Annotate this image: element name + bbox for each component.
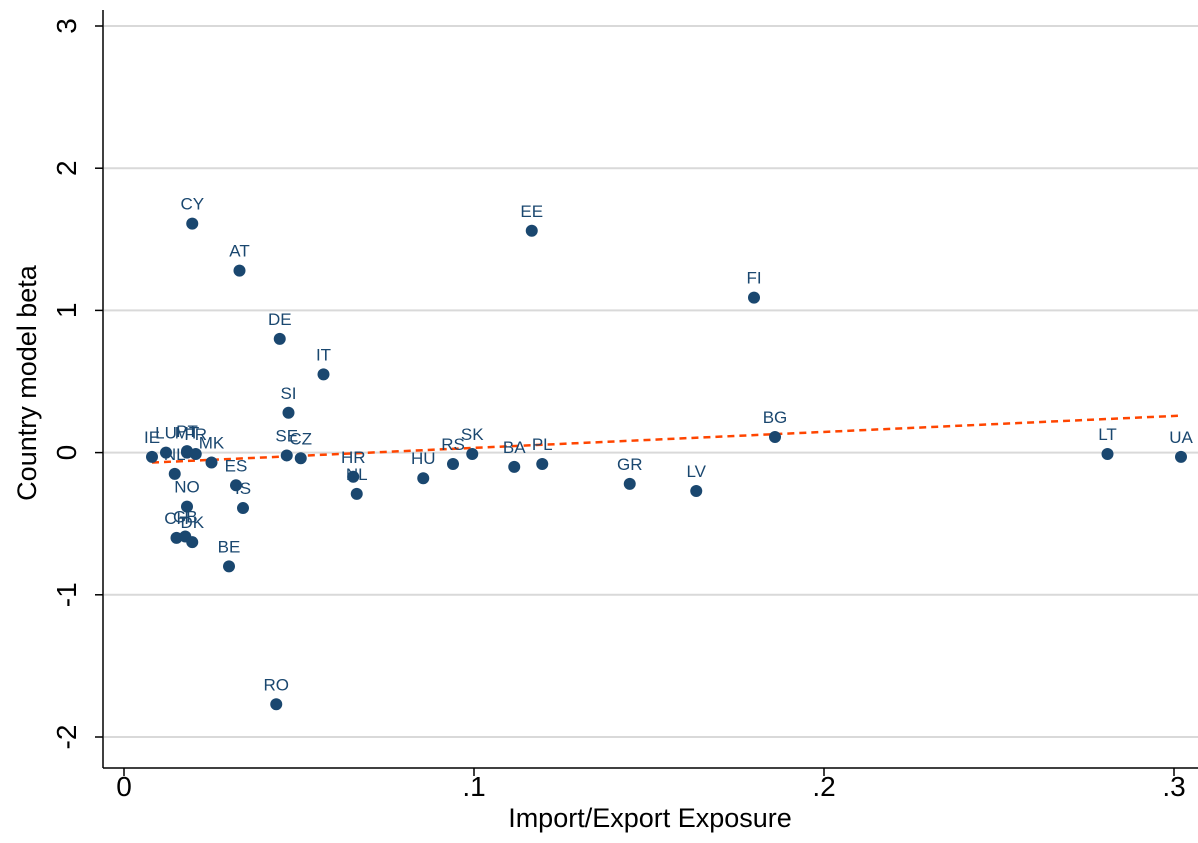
data-point [146,450,158,463]
data-point-label: FR [184,425,207,444]
data-point-label: PL [532,435,553,454]
data-point [186,217,199,230]
data-point [347,470,360,483]
data-point-label: DK [180,513,204,532]
data-point [466,448,479,461]
data-point [1101,448,1114,461]
data-point-label: CZ [289,429,312,448]
data-point-label: HU [411,449,436,468]
data-point [1175,450,1187,463]
data-point-label: IT [316,345,331,364]
data-point-label: GR [617,455,643,474]
data-point-label: CH [164,509,189,528]
data-point [417,472,430,485]
data-point [270,698,283,711]
data-point [748,291,760,304]
data-point [623,477,636,490]
data-point-label: BE [218,537,241,556]
data-point [280,449,293,462]
fit-line-layer [151,414,1182,464]
data-point-label: LU [155,424,177,443]
y-tick-label: 0 [51,445,82,461]
x-tick-label: .3 [1162,771,1185,802]
axes: -2 -1 0 1 2 3 0 .1 .2 .3 [51,10,1198,802]
data-point-label: LV [686,462,706,481]
data-point-label: ES [225,456,248,475]
data-point-label: EE [520,202,543,221]
data-point [350,487,363,500]
data-point [282,406,295,419]
data-point [181,500,193,513]
data-point-label: BA [503,438,526,457]
fit-line [151,414,1182,464]
data-point-label: GB [173,507,198,526]
data-point-label: RO [264,675,290,694]
x-tick-label: .1 [462,771,485,802]
data-point-label: MT [175,424,200,443]
data-point-label: DE [268,310,292,329]
y-tick-label: -1 [51,582,82,607]
data-point-label: AT [229,242,249,261]
data-point-label: NL [164,445,186,464]
y-tick-label: 1 [51,303,82,319]
data-point-label: SI [280,384,296,403]
data-point [447,457,459,470]
data-point [237,502,249,515]
data-point-label: BG [763,408,788,427]
data-point-label: RS [441,435,465,454]
data-point [189,448,202,461]
data-point [690,484,703,497]
data-point-label: PT [176,422,198,441]
data-point [769,430,781,443]
data-point-label: HR [341,448,366,467]
data-point-label: SE [275,426,298,445]
x-tick-label: .2 [812,771,835,802]
data-point-label: FI [746,269,761,288]
data-point-label: IS [235,479,251,498]
data-point [536,457,549,470]
data-point-label: CY [180,195,204,214]
data-point [160,446,172,459]
x-axis-title: Import/Export Exposure [508,803,792,833]
data-point [230,479,242,492]
data-point [168,467,181,480]
y-tick-label: -2 [51,725,82,750]
data-point [294,452,307,465]
data-point [186,536,199,549]
y-tick-label: 3 [51,18,82,34]
data-point [317,368,330,381]
data-point [233,264,246,277]
data-point-label: LT [1098,425,1117,444]
data-point [273,332,286,345]
y-tick-label: 2 [51,160,82,176]
x-tick-label: 0 [116,771,132,802]
data-point [508,460,521,473]
data-point [205,456,218,469]
data-point-label: NL [346,465,368,484]
data-point [525,224,538,237]
y-axis-title: Country model beta [12,264,42,501]
data-point-label: UA [1169,428,1193,447]
data-point-label: NO [174,478,200,497]
data-point [223,560,235,573]
data-point-label: IE [144,428,160,447]
data-point-label: SK [461,425,484,444]
data-point-label: MK [199,434,225,453]
